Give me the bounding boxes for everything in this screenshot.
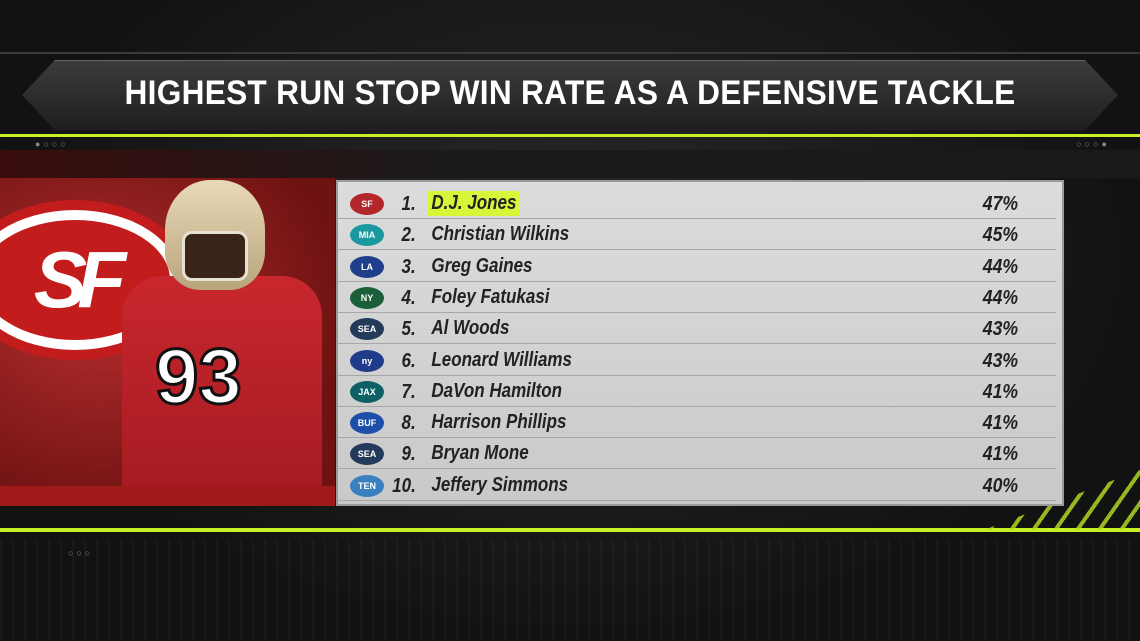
win-rate: 43% (982, 318, 1018, 341)
rank: 7. (401, 380, 416, 403)
49ers-logo: SF (0, 200, 190, 360)
win-rate: 40% (982, 474, 1018, 497)
player-name: DaVon Hamilton (431, 379, 563, 402)
player-name: D.J. Jones (428, 191, 520, 216)
team-logo-icon: JAX (350, 380, 384, 403)
team-logo-icon: SEA (350, 443, 384, 466)
team-logo-icon: TEN (350, 474, 384, 497)
player-name: Leonard Williams (431, 348, 573, 371)
win-rate: 41% (982, 380, 1018, 403)
title-banner (22, 60, 1118, 130)
player-name: Christian Wilkins (431, 223, 570, 246)
table-row: JAX 7. DaVon Hamilton 41% (338, 376, 1056, 407)
table-row: SEA 9. Bryan Mone 41% (338, 438, 1056, 470)
player-name: Bryan Mone (431, 442, 529, 465)
page-title: HIGHEST RUN STOP WIN RATE AS A DEFENSIVE… (124, 74, 1016, 112)
table-row: SF 1. D.J. Jones 47% (338, 188, 1056, 219)
jersey (122, 276, 322, 486)
team-logo-icon: LA (350, 255, 384, 278)
table-row: BUF 8. Harrison Phillips 41% (338, 407, 1056, 439)
rank: 4. (401, 286, 416, 309)
team-logo-icon: BUF (350, 412, 384, 435)
rank: 8. (401, 412, 416, 435)
accent-line-bottom (0, 528, 1140, 532)
win-rate: 44% (982, 255, 1018, 278)
player-name: Greg Gaines (431, 254, 533, 277)
player-name: Al Woods (431, 317, 510, 340)
win-rate: 47% (982, 193, 1018, 215)
win-rate: 44% (982, 286, 1018, 309)
table-row: NY 4. Foley Fatukasi 44% (338, 282, 1056, 313)
rank: 10. (392, 474, 416, 497)
dots-decoration: ○○○ (68, 548, 94, 558)
table-row: SEA 5. Al Woods 43% (338, 313, 1056, 345)
team-logo-icon: MIA (350, 224, 384, 247)
red-strip (0, 150, 1140, 178)
rank: 3. (401, 255, 416, 278)
player-name: Harrison Phillips (431, 411, 567, 434)
rank: 9. (401, 443, 416, 466)
table-row: MIA 2. Christian Wilkins 45% (338, 219, 1056, 251)
team-logo-icon: ny (350, 349, 384, 372)
team-logo-icon: SEA (350, 318, 384, 341)
dots-decoration: ●○○○ (35, 139, 69, 149)
team-logo-icon: NY (350, 286, 384, 309)
rankings-table: SF 1. D.J. Jones 47% MIA 2. Christian Wil… (336, 180, 1064, 506)
accent-line-top (0, 134, 1140, 137)
win-rate: 43% (982, 349, 1018, 372)
player-image: 93 (110, 176, 335, 486)
player-panel-bar (0, 486, 335, 506)
win-rate: 41% (982, 412, 1018, 435)
table-row: LA 3. Greg Gaines 44% (338, 251, 1056, 282)
top-divider (0, 52, 1140, 54)
rank: 1. (401, 193, 416, 215)
dots-decoration: ○○○● (1076, 139, 1110, 149)
rank: 5. (401, 318, 416, 341)
player-name: Foley Fatukasi (431, 285, 550, 308)
win-rate: 41% (982, 443, 1018, 466)
background-stripes (0, 540, 1140, 641)
rank: 6. (401, 349, 416, 372)
table-row: TEN 10. Jeffery Simmons 40% (338, 470, 1056, 501)
team-logo-icon: SF (350, 193, 384, 215)
face (182, 231, 248, 281)
win-rate: 45% (982, 224, 1018, 247)
player-name: Jeffery Simmons (431, 473, 569, 496)
table-row: ny 6. Leonard Williams 43% (338, 345, 1056, 376)
jersey-number: 93 (154, 331, 244, 422)
rank: 2. (401, 224, 416, 247)
